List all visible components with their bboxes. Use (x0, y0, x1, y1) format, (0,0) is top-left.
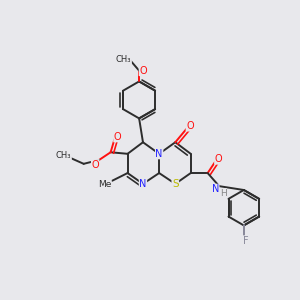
Text: F: F (243, 236, 248, 246)
Text: O: O (139, 66, 147, 76)
Text: S: S (172, 179, 178, 189)
Text: N: N (139, 179, 147, 189)
Text: H: H (220, 189, 226, 198)
Text: CH₃: CH₃ (56, 151, 71, 160)
Text: O: O (214, 154, 222, 164)
Text: N: N (212, 184, 219, 194)
Text: O: O (186, 121, 194, 131)
Text: N: N (155, 149, 163, 159)
Text: O: O (92, 160, 99, 170)
Text: O: O (114, 132, 122, 142)
Text: Me: Me (98, 180, 111, 189)
Text: CH₃: CH₃ (116, 56, 131, 64)
